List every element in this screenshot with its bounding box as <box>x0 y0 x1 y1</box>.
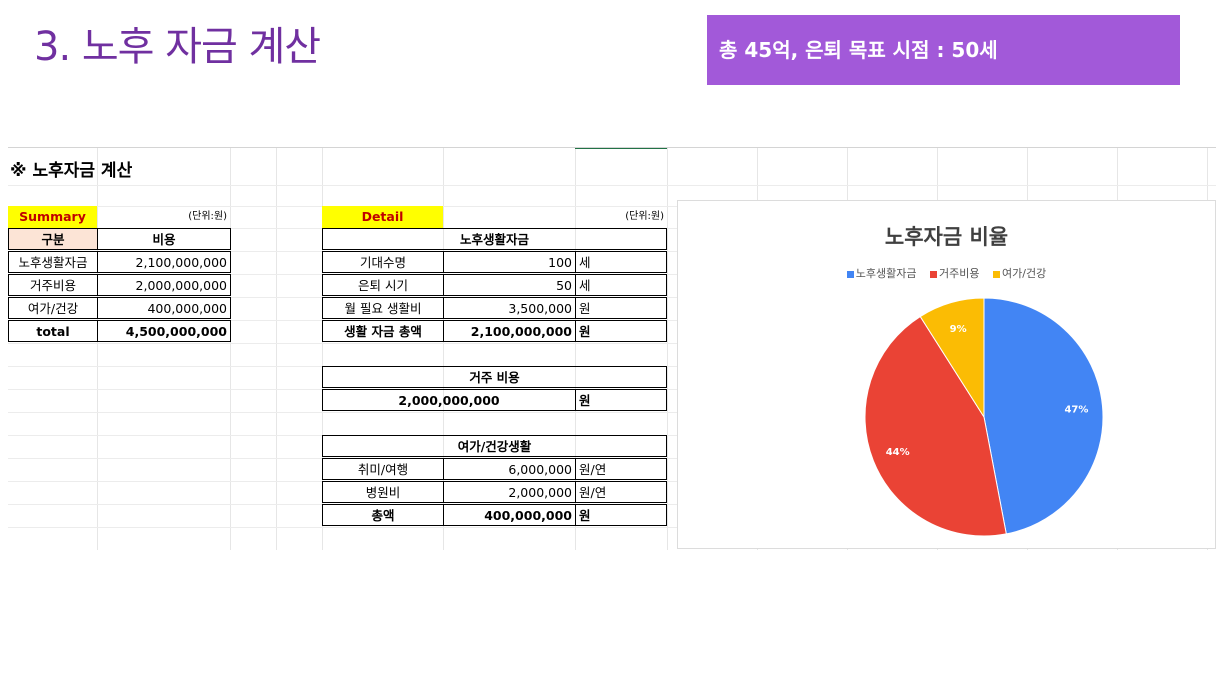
legend-label: 거주비용 <box>939 267 980 280</box>
legend-item: 여가/건강 <box>993 265 1046 281</box>
summary-banner: 총 45억, 은퇴 목표 시점 : 50세 <box>707 15 1180 85</box>
active-cell-indicator <box>575 148 667 149</box>
summary-header-category[interactable]: 구분 <box>8 228 98 250</box>
leisure-total-value[interactable]: 400,000,000 <box>443 504 576 526</box>
living-row-label[interactable]: 기대수명 <box>322 251 444 273</box>
summary-banner-text: 총 45억, 은퇴 목표 시점 : 50세 <box>719 38 998 62</box>
summary-cost[interactable]: 400,000,000 <box>97 297 231 319</box>
slide-title: 3. 노후 자금 계산 <box>34 24 321 70</box>
legend-label: 노후생활자금 <box>855 267 917 280</box>
detail-unit[interactable]: (단위:원) <box>625 211 664 222</box>
gridline <box>667 148 668 550</box>
summary-unit[interactable]: (단위:원) <box>188 211 227 222</box>
gridline <box>8 185 1216 186</box>
detail-label[interactable]: Detail <box>322 206 443 228</box>
leisure-row-unit[interactable]: 원/연 <box>575 481 667 503</box>
legend-label: 여가/건강 <box>1002 267 1047 280</box>
leisure-total-unit[interactable]: 원 <box>575 504 667 526</box>
gridline <box>322 148 323 550</box>
pie-chart-panel[interactable]: 노후자금 비율 노후생활자금 거주비용 여가/건강 47% 44% 9% <box>677 200 1216 549</box>
gridline <box>8 412 1216 413</box>
leisure-row-label[interactable]: 취미/여행 <box>322 458 444 480</box>
leisure-row-label[interactable]: 병원비 <box>322 481 444 503</box>
gridline <box>97 148 98 550</box>
chart-legend: 노후생활자금 거주비용 여가/건강 <box>678 265 1215 281</box>
legend-swatch <box>846 270 854 278</box>
living-row-value[interactable]: 100 <box>443 251 576 273</box>
leisure-row-value[interactable]: 6,000,000 <box>443 458 576 480</box>
gridline <box>8 343 1216 344</box>
spreadsheet-area[interactable]: ※ 노후자금 계산 Summary (단위:원) 구분 비용 노후생활자금 2,… <box>8 147 1216 550</box>
gridline <box>276 148 277 550</box>
leisure-row-unit[interactable]: 원/연 <box>575 458 667 480</box>
living-total-label[interactable]: 생활 자금 총액 <box>322 320 444 342</box>
living-row-unit[interactable]: 원 <box>575 297 667 319</box>
gridline <box>8 527 1216 528</box>
legend-swatch <box>930 270 938 278</box>
living-header[interactable]: 노후생활자금 <box>322 228 667 250</box>
living-row-unit[interactable]: 세 <box>575 274 667 296</box>
living-row-value[interactable]: 3,500,000 <box>443 297 576 319</box>
slice-housing[interactable] <box>864 315 1007 537</box>
leisure-header[interactable]: 여가/건강생활 <box>322 435 667 457</box>
legend-swatch <box>993 270 1001 278</box>
living-row-label[interactable]: 은퇴 시기 <box>322 274 444 296</box>
living-total-unit[interactable]: 원 <box>575 320 667 342</box>
gridline <box>443 148 444 550</box>
summary-header-cost[interactable]: 비용 <box>97 228 231 250</box>
legend-item: 거주비용 <box>930 265 980 281</box>
summary-label[interactable]: Summary <box>8 206 97 228</box>
living-total-value[interactable]: 2,100,000,000 <box>443 320 576 342</box>
leisure-row-value[interactable]: 2,000,000 <box>443 481 576 503</box>
summary-total-label[interactable]: total <box>8 320 98 342</box>
housing-value[interactable]: 2,000,000,000 <box>322 389 576 411</box>
slice-leisure[interactable] <box>919 297 985 419</box>
sheet-title: ※ 노후자금 계산 <box>10 161 133 181</box>
summary-cost[interactable]: 2,100,000,000 <box>97 251 231 273</box>
slice-data-label: 47% <box>1064 404 1088 415</box>
summary-item[interactable]: 노후생활자금 <box>8 251 98 273</box>
summary-item[interactable]: 거주비용 <box>8 274 98 296</box>
slice-data-label: 9% <box>950 324 967 335</box>
gridline <box>230 148 231 550</box>
gridline <box>575 148 576 550</box>
living-row-unit[interactable]: 세 <box>575 251 667 273</box>
legend-item: 노후생활자금 <box>846 265 917 281</box>
slice-living[interactable] <box>983 297 1104 535</box>
housing-header[interactable]: 거주 비용 <box>322 366 667 388</box>
pie-chart: 47% 44% 9% <box>864 297 1104 537</box>
summary-total-cost[interactable]: 4,500,000,000 <box>97 320 231 342</box>
summary-item[interactable]: 여가/건강 <box>8 297 98 319</box>
gridline <box>8 206 1216 207</box>
leisure-total-label[interactable]: 총액 <box>322 504 444 526</box>
summary-cost[interactable]: 2,000,000,000 <box>97 274 231 296</box>
living-row-label[interactable]: 월 필요 생활비 <box>322 297 444 319</box>
slice-data-label: 44% <box>886 447 910 458</box>
living-row-value[interactable]: 50 <box>443 274 576 296</box>
housing-unit[interactable]: 원 <box>575 389 667 411</box>
chart-title: 노후자금 비율 <box>884 225 1009 249</box>
